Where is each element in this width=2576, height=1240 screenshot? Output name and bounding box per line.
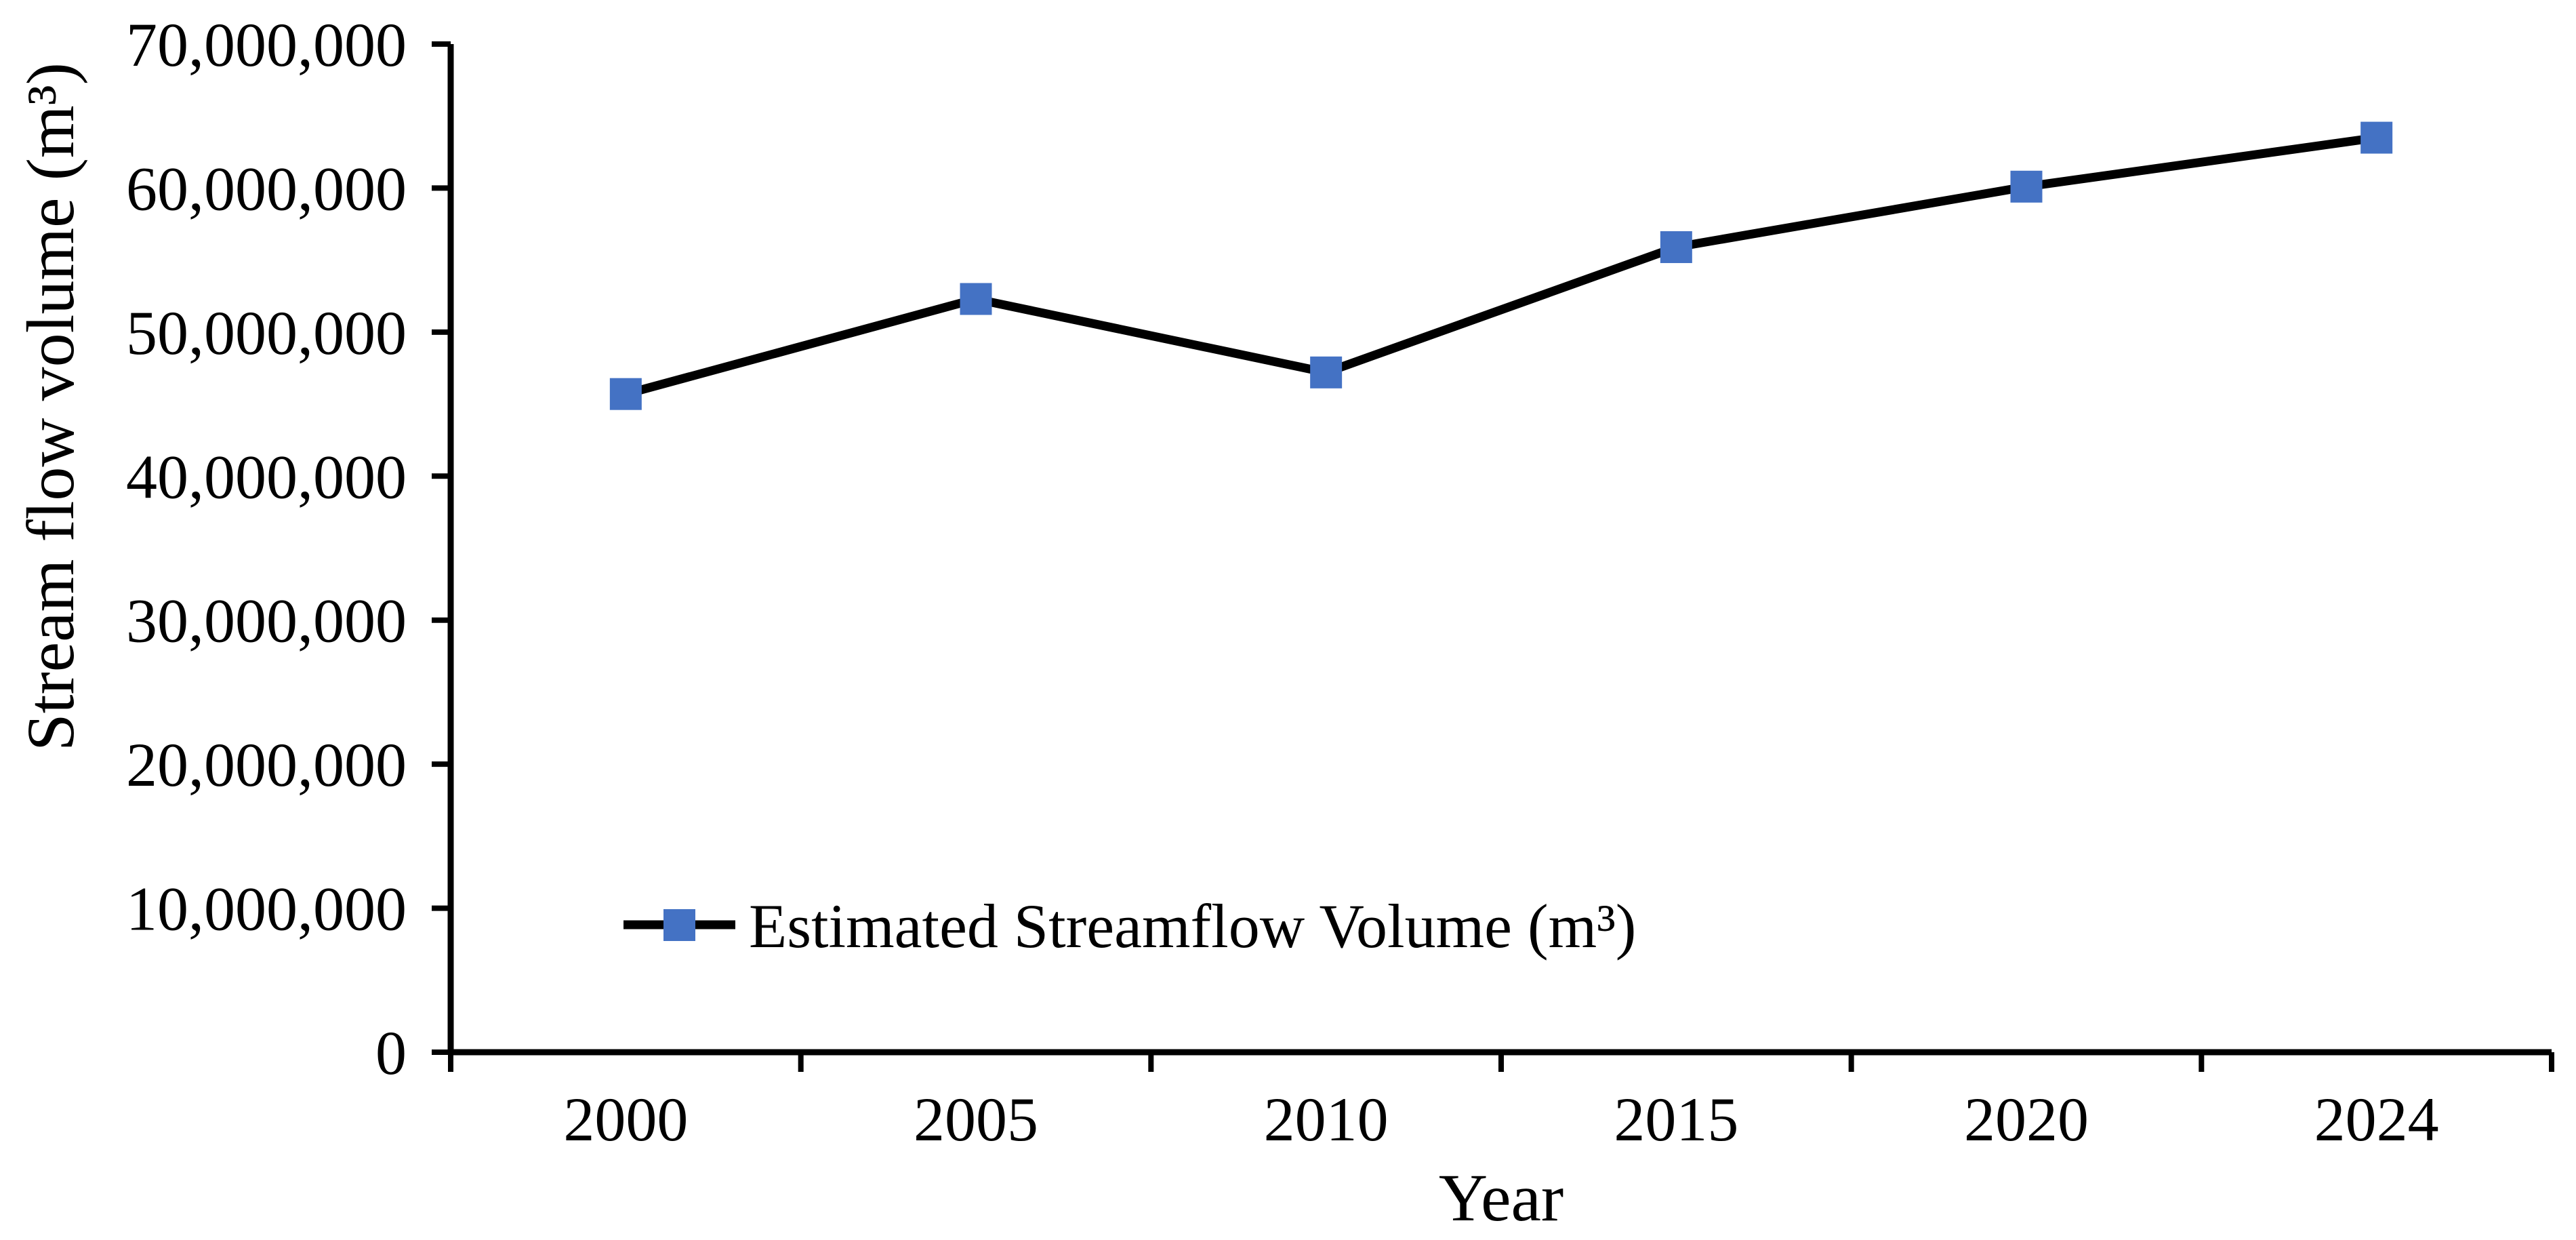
x-axis-title: Year xyxy=(1439,1160,1563,1235)
y-axis-title: Stream flow volume (m³) xyxy=(13,62,88,751)
y-tick-label: 40,000,000 xyxy=(126,442,407,511)
y-tick-label: 70,000,000 xyxy=(126,10,407,79)
legend-label: Estimated Streamflow Volume (m³) xyxy=(749,892,1636,961)
x-tick-label: 2020 xyxy=(1964,1085,2089,1154)
data-point-marker xyxy=(1660,231,1692,264)
y-tick-label: 10,000,000 xyxy=(126,875,407,944)
y-tick-label: 20,000,000 xyxy=(126,730,407,799)
x-tick-label: 2015 xyxy=(1614,1085,1738,1154)
data-point-marker xyxy=(2360,121,2393,154)
legend: Estimated Streamflow Volume (m³) xyxy=(623,892,1636,961)
x-tick-label: 2005 xyxy=(914,1085,1038,1154)
chart-plot-layer: 0 10,000,000 20,000,000 30,000,000 40,000,00… xyxy=(126,10,2554,1154)
data-series-line xyxy=(624,133,2377,399)
y-tick-label: 0 xyxy=(375,1018,407,1087)
data-point-marker xyxy=(2010,170,2043,203)
y-tick-label: 60,000,000 xyxy=(126,154,407,223)
y-tick-label: 50,000,000 xyxy=(126,298,407,367)
x-tick-label: 2010 xyxy=(1264,1085,1389,1154)
data-point-marker xyxy=(960,283,992,315)
data-point-marker xyxy=(1310,356,1343,388)
x-tick-label: 2000 xyxy=(563,1085,688,1154)
data-point-marker xyxy=(609,378,642,410)
legend-marker-square-icon xyxy=(663,909,695,941)
x-tick-label: 2024 xyxy=(2314,1085,2439,1154)
y-tick-label: 30,000,000 xyxy=(126,586,407,656)
